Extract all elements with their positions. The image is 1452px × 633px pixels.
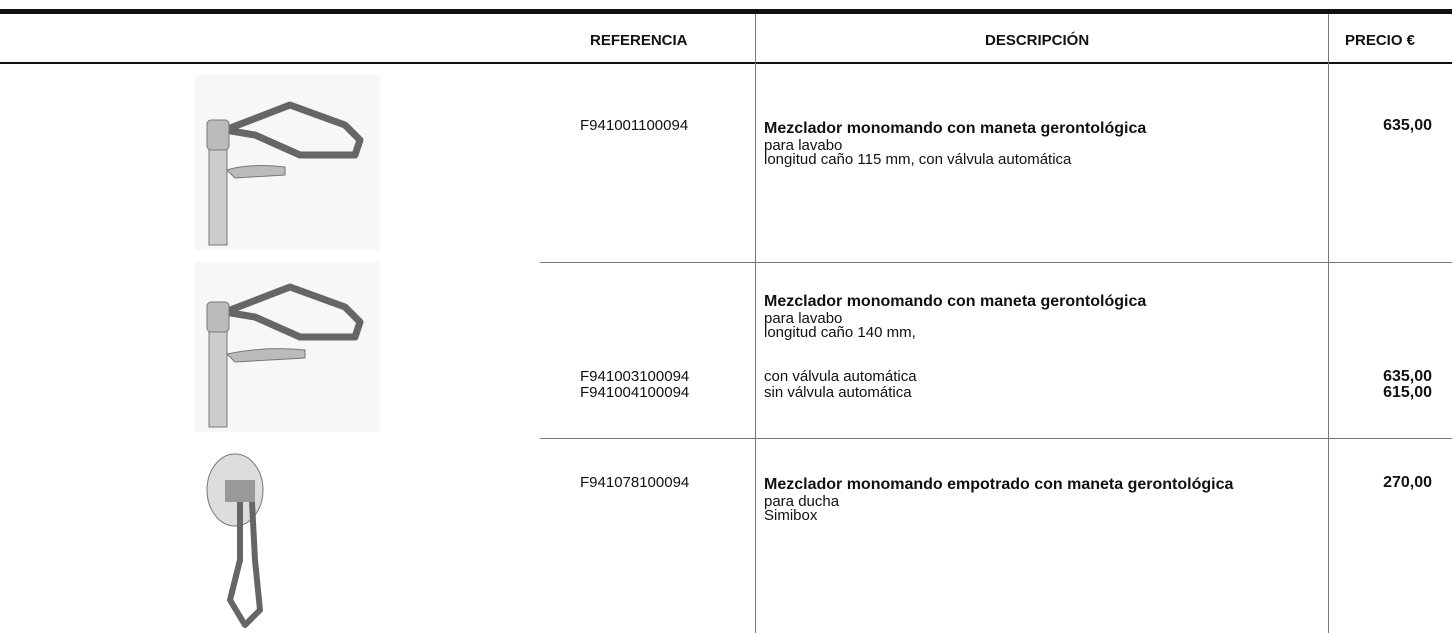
item-title: Mezclador monomando con maneta gerontoló… — [764, 120, 1147, 137]
reference: F941004100094 — [580, 384, 690, 401]
product-image — [195, 262, 380, 432]
reference: F941078100094 — [580, 474, 690, 491]
item-detail: Simibox — [764, 507, 818, 524]
item-variant: sin válvula automática — [764, 384, 912, 401]
price: 615,00 — [1383, 384, 1432, 401]
col-rule — [1328, 14, 1329, 633]
col-header: REFERENCIA — [590, 32, 688, 49]
col-header: DESCRIPCIÓN — [985, 32, 1090, 49]
row-rule — [540, 262, 1452, 263]
header-rule — [0, 62, 1452, 64]
col-rule — [755, 14, 756, 633]
price: 270,00 — [1383, 474, 1432, 491]
product-image — [206, 453, 264, 628]
reference: F941001100094 — [580, 117, 689, 134]
item-detail: longitud caño 115 mm, con válvula automá… — [764, 151, 1072, 168]
product-image — [195, 75, 380, 250]
top-rule — [0, 9, 1452, 14]
reference: F941003100094 — [580, 368, 690, 385]
item-detail: para lavabo — [764, 310, 843, 327]
row-rule — [540, 438, 1452, 439]
item-title: Mezclador monomando con maneta gerontoló… — [764, 293, 1147, 310]
item-detail: longitud caño 140 mm, — [764, 324, 916, 341]
item-detail: para ducha — [764, 493, 840, 510]
item-detail: para lavabo — [764, 137, 843, 154]
price: 635,00 — [1383, 368, 1432, 385]
price: 635,00 — [1383, 117, 1432, 134]
item-variant: con válvula automática — [764, 368, 917, 385]
col-header: PRECIO € — [1345, 32, 1416, 49]
item-title: Mezclador monomando empotrado con maneta… — [764, 476, 1234, 493]
